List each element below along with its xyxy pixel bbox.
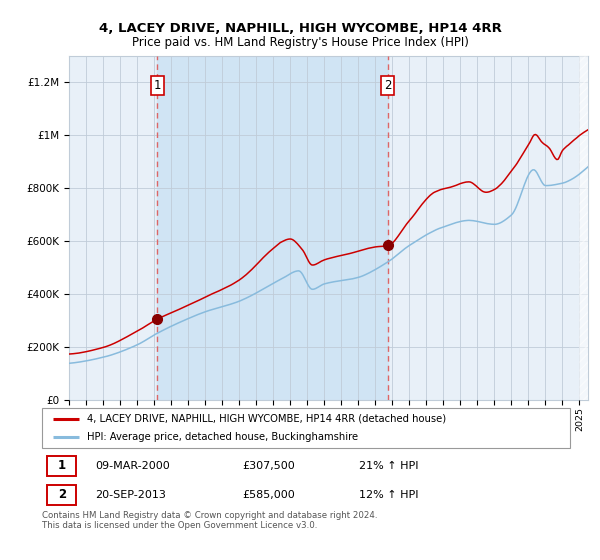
Text: Price paid vs. HM Land Registry's House Price Index (HPI): Price paid vs. HM Land Registry's House … [131, 36, 469, 49]
Text: 1: 1 [58, 459, 66, 472]
Text: 4, LACEY DRIVE, NAPHILL, HIGH WYCOMBE, HP14 4RR (detached house): 4, LACEY DRIVE, NAPHILL, HIGH WYCOMBE, H… [87, 414, 446, 423]
Text: 20-SEP-2013: 20-SEP-2013 [95, 490, 166, 500]
Text: 2: 2 [384, 79, 391, 92]
FancyBboxPatch shape [47, 456, 76, 475]
Text: 21% ↑ HPI: 21% ↑ HPI [359, 461, 418, 470]
Text: 12% ↑ HPI: 12% ↑ HPI [359, 490, 418, 500]
Text: Contains HM Land Registry data © Crown copyright and database right 2024.
This d: Contains HM Land Registry data © Crown c… [42, 511, 377, 530]
Text: 09-MAR-2000: 09-MAR-2000 [95, 461, 170, 470]
Text: £585,000: £585,000 [242, 490, 295, 500]
Bar [157, 56, 388, 400]
Bar [580, 56, 588, 400]
Text: 4, LACEY DRIVE, NAPHILL, HIGH WYCOMBE, HP14 4RR: 4, LACEY DRIVE, NAPHILL, HIGH WYCOMBE, H… [98, 22, 502, 35]
FancyBboxPatch shape [47, 485, 76, 505]
Text: £307,500: £307,500 [242, 461, 295, 470]
Text: HPI: Average price, detached house, Buckinghamshire: HPI: Average price, detached house, Buck… [87, 432, 358, 442]
FancyBboxPatch shape [42, 408, 570, 448]
Text: 1: 1 [154, 79, 161, 92]
Text: 2: 2 [58, 488, 66, 501]
